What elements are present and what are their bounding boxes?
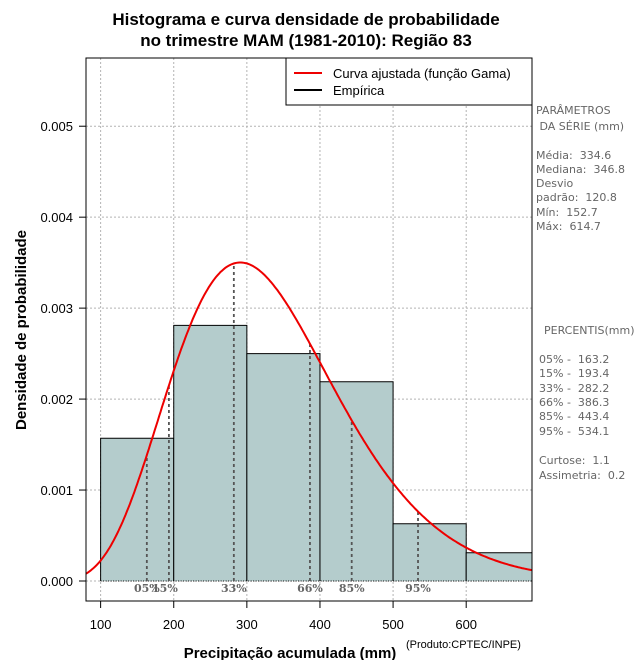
x-tick-label-400: 400 [309, 617, 331, 632]
histogram-bar-6 [466, 552, 532, 581]
x-axis-label: Precipitação acumulada (mm) [184, 645, 397, 660]
product-credit: (Produto:CPTEC/INPE) [406, 639, 521, 651]
x-tick-label-500: 500 [382, 617, 404, 632]
y-tick-label-1: 0.001 [40, 483, 73, 498]
histogram-bar-3 [246, 353, 320, 581]
stats-params-title-1: PARÂMETROS [536, 104, 611, 117]
stats-p05: 05% - 163.2 [539, 353, 610, 366]
histogram-bar-1 [100, 438, 174, 581]
gamma-fit-curve [85, 261, 533, 575]
stats-min: Mín: 152.7 [536, 206, 598, 219]
histogram-bar-5 [393, 523, 467, 581]
legend: Curva ajustada (função Gama) Empírica [285, 57, 533, 106]
legend-label-1: Curva ajustada (função Gama) [333, 66, 511, 81]
stats-curtose: Curtose: 1.1 [539, 454, 610, 467]
histogram-bars [100, 324, 533, 582]
chart-title-line2: no trimestre MAM (1981-2010): Região 83 [140, 31, 472, 50]
y-tick-label-3: 0.003 [40, 301, 73, 316]
percentile-label-15%: 15% [152, 582, 178, 595]
stats-params-title-2: DA SÉRIE (mm) [536, 120, 625, 133]
x-tick-label-300: 300 [236, 617, 258, 632]
stats-p33: 33% - 282.2 [539, 382, 610, 395]
histogram-bar-4 [319, 381, 394, 581]
y-axis-label: Densidade de probabilidade [13, 230, 30, 430]
stats-percentis-title: PERCENTIS(mm) [544, 324, 635, 337]
x-tick-label-600: 600 [455, 617, 477, 632]
percentile-label-95%: 95% [405, 582, 431, 595]
stats-desvio-2: padrão: 120.8 [536, 191, 617, 204]
stats-assimetria: Assimetria: 0.2 [539, 469, 626, 482]
stats-desvio-1: Desvio [536, 177, 574, 190]
stats-p95: 95% - 534.1 [539, 425, 610, 438]
stats-max: Máx: 614.7 [536, 220, 601, 233]
stats-p66: 66% - 386.3 [539, 396, 610, 409]
chart-title-line1: Histograma e curva densidade de probabil… [112, 10, 499, 29]
percentile-label-33%: 33% [221, 582, 247, 595]
percentile-label-85%: 85% [339, 582, 365, 595]
x-tick-label-100: 100 [90, 617, 112, 632]
percentile-label-66%: 66% [297, 582, 323, 595]
percentile-label-05%: 05% [134, 582, 160, 595]
y-tick-label-0: 0.000 [40, 574, 73, 589]
y-tick-label-5: 0.005 [40, 119, 73, 134]
percentile-markers: 05%15% 33% 66% 85% 95% [134, 263, 431, 595]
x-tick-label-200: 200 [163, 617, 185, 632]
gamma-curve-layer [85, 261, 533, 575]
legend-label-2: Empírica [333, 83, 385, 98]
histogram-bar-2 [173, 325, 247, 581]
stats-mediana: Mediana: 346.8 [536, 163, 625, 176]
stats-p85: 85% - 443.4 [539, 410, 610, 423]
y-tick-label-4: 0.004 [40, 210, 73, 225]
histogram-bar-outline-4 [319, 381, 394, 581]
stats-p15: 15% - 193.4 [539, 367, 610, 380]
stats-media: Média: 334.6 [536, 149, 612, 162]
legend-box [285, 57, 533, 106]
y-tick-label-2: 0.002 [40, 392, 73, 407]
